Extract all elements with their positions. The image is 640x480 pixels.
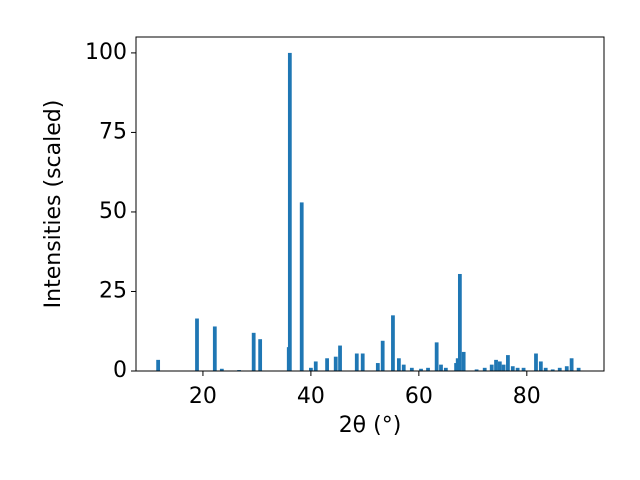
bar (461, 351, 466, 371)
bar (375, 363, 380, 371)
bar (325, 358, 329, 371)
bar (426, 367, 430, 371)
bar (212, 326, 217, 371)
bar (380, 340, 385, 371)
bar (258, 339, 263, 371)
bar (557, 367, 562, 371)
bar (333, 356, 338, 371)
bar (409, 367, 414, 371)
bar (338, 345, 342, 371)
bar (497, 361, 502, 371)
bar (391, 315, 395, 371)
bar (489, 364, 494, 371)
bar (396, 358, 401, 371)
y-tick-label: 25 (99, 278, 127, 303)
y-tick-label: 0 (113, 358, 127, 383)
bar (299, 202, 304, 371)
x-tick-label: 80 (513, 384, 541, 409)
bar (434, 342, 439, 371)
y-axis-label: Intensities (scaled) (41, 100, 66, 309)
bar (510, 366, 515, 371)
bar (569, 358, 574, 371)
bar (564, 366, 569, 371)
y-tick-label: 100 (85, 40, 127, 65)
bar (543, 367, 548, 371)
bar (515, 367, 520, 371)
bar (482, 367, 487, 371)
bar (287, 52, 292, 372)
bar (354, 353, 359, 371)
bar (419, 368, 423, 371)
bar (455, 358, 460, 371)
bar (457, 273, 462, 371)
bar (506, 355, 510, 371)
bar (219, 368, 224, 371)
bar (501, 364, 506, 371)
bar (401, 364, 406, 371)
bar (360, 353, 365, 371)
bar (534, 353, 538, 371)
bar (313, 361, 318, 371)
bar (474, 369, 479, 371)
bar (538, 361, 543, 371)
bar (195, 318, 199, 371)
bar (309, 367, 313, 371)
bar (494, 359, 498, 371)
plot-frame (135, 36, 605, 372)
bar (443, 367, 448, 371)
x-tick-label: 40 (297, 384, 325, 409)
bar (521, 367, 526, 371)
bar (156, 359, 161, 371)
x-tick-label: 20 (189, 384, 217, 409)
y-tick-label: 50 (99, 199, 127, 224)
bar (439, 364, 443, 371)
x-axis-label: 2θ (°) (339, 413, 402, 438)
bar (251, 332, 256, 371)
y-tick-label: 75 (99, 119, 127, 144)
bar (576, 367, 581, 371)
bar (550, 369, 555, 371)
x-tick-label: 60 (405, 384, 433, 409)
